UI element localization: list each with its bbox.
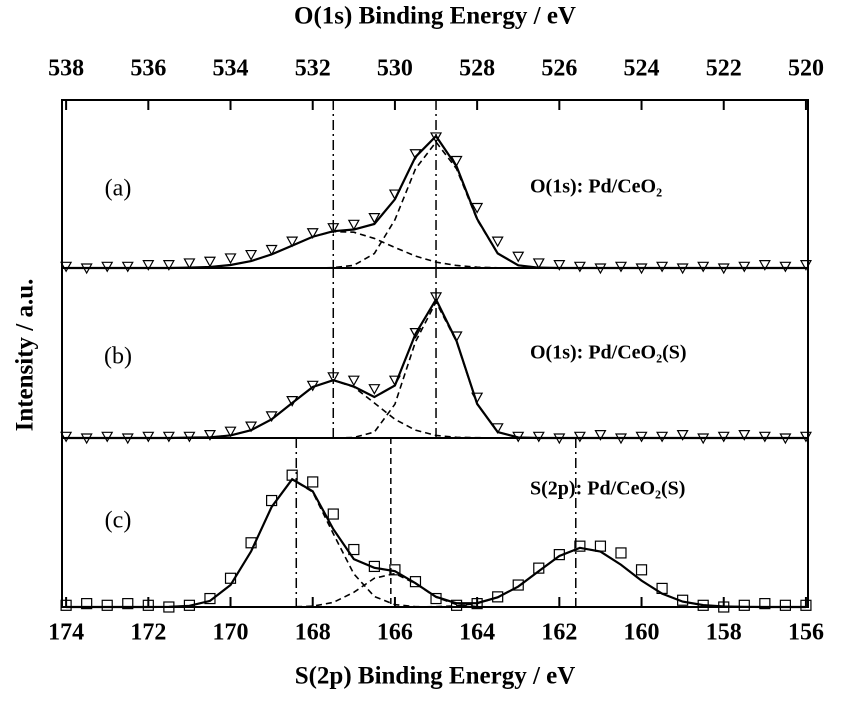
data-marker [779,261,792,273]
x-tick-label: 168 [295,620,331,646]
x-tick-label: 166 [377,620,413,646]
data-marker [286,236,299,248]
data-marker [635,564,648,576]
data-marker [738,430,751,441]
data-marker [491,236,504,248]
data-marker [121,261,134,273]
x-tick-label: 158 [706,620,742,646]
top-axis-title: O(1s) Binding Energy / eV [294,3,576,30]
x-tick-label: 534 [213,56,249,82]
data-marker [142,260,155,271]
x-tick-label: 160 [624,620,660,646]
data-marker [368,384,381,395]
x-tick-label: 172 [130,620,166,646]
data-marker [614,261,628,273]
data-marker [758,260,771,271]
data-marker [101,261,114,273]
data-marker [471,202,484,214]
x-tick-label: 522 [706,56,742,82]
x-tick-label: 174 [48,620,84,646]
bottom-axis-title: S(2p) Binding Energy / eV [295,663,576,690]
data-marker [347,375,360,387]
data-marker [162,260,175,271]
data-marker [245,421,258,433]
data-marker [594,430,607,441]
x-tick-label: 170 [213,620,249,646]
data-marker [307,476,319,488]
data-marker [717,431,730,443]
data-marker [738,599,750,611]
data-marker [81,598,93,610]
x-tick-label: 528 [459,56,495,82]
data-marker [573,261,586,273]
data-marker [265,244,278,256]
data-marker [204,592,216,605]
panel-label: (a) [105,176,132,202]
data-marker [656,261,669,273]
data-marker [224,426,237,438]
data-marker [203,430,216,441]
data-marker [512,579,524,591]
data-marker [224,253,237,265]
data-marker [60,261,73,273]
x-tick-label: 520 [788,56,824,82]
data-marker [142,431,155,443]
x-tick-label: 164 [459,620,495,646]
x-tick-label: 526 [541,56,577,82]
data-marker [492,591,504,603]
data-marker [532,258,545,270]
frame [61,99,809,608]
data-marker [203,256,216,268]
data-marker [635,431,648,443]
data-marker [368,213,381,224]
data-marker [573,431,586,443]
data-marker [327,372,340,384]
data-marker [245,249,258,261]
data-marker [101,431,114,443]
data-marker [183,258,196,270]
data-marker [327,223,340,234]
data-marker [347,219,360,231]
data-marker [162,431,175,443]
x-tick-label: 538 [48,56,84,82]
data-marker [532,431,545,443]
data-marker [800,599,812,611]
data-marker [430,292,443,304]
data-marker [759,598,771,610]
x-tick-label: 162 [541,620,577,646]
data-marker [306,228,319,239]
data-marker [60,431,73,443]
data-marker [615,547,627,559]
data-marker [101,599,113,611]
data-marker [553,260,566,271]
data-marker [142,599,154,611]
data-marker [738,261,751,273]
data-marker [348,543,360,556]
data-marker [779,599,791,611]
x-tick-label: 530 [377,56,413,82]
x-tick-label: 536 [130,56,166,82]
panel-label: (c) [105,508,132,534]
data-marker [122,598,134,610]
data-marker [697,261,710,273]
data-marker [656,431,669,443]
x-tick-label: 156 [788,620,824,646]
panel-annotation: S(2p): Pd/CeO₂(S) [530,478,685,500]
data-marker [409,328,422,339]
x-tick-label: 524 [624,56,660,82]
panel-annotation: O(1s): Pd/CeO₂(S) [530,342,687,364]
data-marker [327,508,339,520]
panel-annotation: O(1s): Pd/CeO₂ [530,176,662,198]
panel-label: (b) [104,344,132,370]
data-marker [574,540,586,552]
data-marker [758,431,771,443]
y-axis-title: Intensity / a.u. [12,279,39,432]
x-tick-label: 532 [295,56,331,82]
data-marker [512,251,525,263]
data-marker [676,430,689,441]
